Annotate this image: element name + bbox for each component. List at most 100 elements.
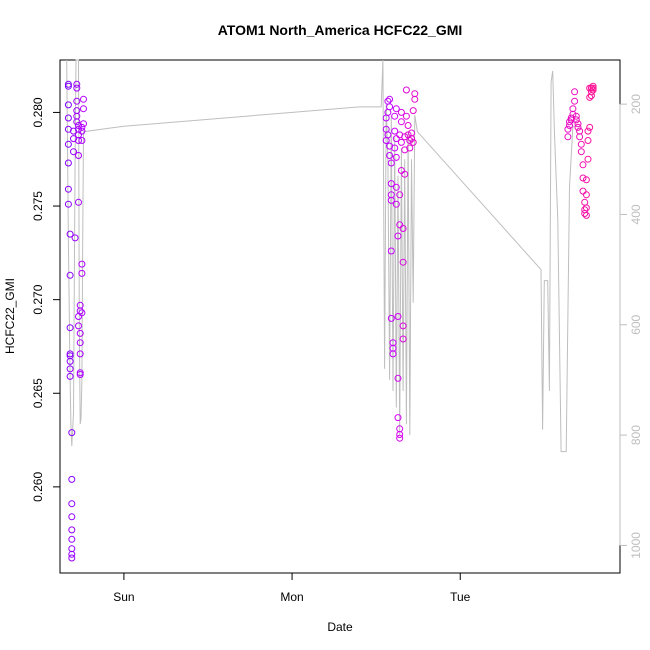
data-point — [66, 350, 74, 358]
data-point — [386, 103, 394, 111]
data-point — [577, 148, 585, 156]
data-point — [75, 313, 82, 320]
data-point — [387, 314, 395, 322]
data-point — [408, 135, 415, 143]
data-point — [584, 137, 592, 144]
data-point — [64, 185, 72, 193]
chart-title: ATOM1 North_America HCFC22_GMI — [218, 22, 463, 38]
data-point — [64, 159, 72, 167]
data-point — [391, 112, 399, 120]
data-point — [392, 183, 400, 191]
data-point — [387, 196, 395, 204]
y2-tick-label: 400 — [629, 204, 643, 224]
data-point — [572, 112, 580, 120]
data-point — [76, 301, 84, 309]
x-tick-label: Sun — [113, 590, 134, 604]
data-point — [574, 120, 582, 128]
data-point — [396, 434, 404, 442]
y2-tick-label: 600 — [629, 314, 643, 334]
data-point — [68, 513, 76, 521]
data-point — [396, 191, 404, 199]
data-point — [64, 140, 72, 148]
data-point — [80, 105, 87, 113]
data-point — [66, 357, 74, 365]
altitude-line-layer — [66, 59, 577, 453]
data-point — [394, 232, 402, 240]
data-point — [576, 127, 584, 135]
data-point — [396, 431, 404, 438]
data-point — [68, 429, 76, 437]
data-point — [68, 550, 76, 558]
data-point — [75, 137, 82, 144]
data-point — [587, 92, 595, 100]
data-point — [75, 198, 82, 206]
data-point — [389, 350, 397, 358]
data-point — [391, 144, 399, 152]
data-point — [66, 271, 74, 279]
data-point — [582, 204, 590, 212]
data-point — [584, 155, 592, 163]
y-axis-left: 0.260 0.265 0.270 0.275 0.280 — [31, 97, 61, 502]
data-point — [75, 152, 82, 159]
data-point — [64, 101, 72, 109]
data-point — [399, 225, 407, 232]
y2-tick-label: 200 — [629, 94, 643, 114]
data-point — [411, 95, 419, 103]
data-point — [78, 137, 86, 144]
data-points-layer — [64, 80, 597, 562]
data-point — [387, 159, 395, 167]
data-point — [68, 500, 76, 508]
y2-tick-label: 800 — [629, 425, 643, 445]
data-point — [73, 80, 81, 88]
data-point — [387, 180, 395, 188]
data-point — [579, 174, 587, 182]
y-tick-label: 0.265 — [31, 378, 45, 408]
data-point — [391, 127, 399, 135]
data-point — [68, 535, 76, 543]
plot-frame — [59, 59, 621, 574]
data-point — [566, 118, 573, 126]
data-point — [80, 95, 87, 103]
data-point — [564, 125, 572, 133]
data-point — [75, 322, 82, 330]
data-point — [584, 127, 592, 135]
data-point — [401, 133, 409, 141]
data-point — [68, 526, 76, 534]
data-point — [64, 114, 72, 122]
data-point — [73, 97, 81, 105]
data-point — [586, 123, 594, 131]
y-tick-label: 0.260 — [31, 472, 45, 502]
data-point — [404, 122, 412, 129]
data-point — [76, 329, 84, 337]
data-point — [402, 112, 410, 120]
data-point — [76, 339, 84, 347]
data-point — [78, 260, 86, 268]
y-axis-label: HCFC22_GMI — [3, 278, 17, 354]
data-point — [64, 200, 72, 208]
data-point — [402, 86, 410, 94]
x-tick-label: Tue — [450, 590, 471, 604]
data-point — [394, 374, 402, 382]
y2-tick-label: 1000 — [629, 532, 643, 559]
data-point — [384, 131, 392, 139]
altitude-line — [66, 59, 577, 453]
data-point — [71, 234, 79, 242]
data-point — [66, 324, 74, 332]
data-point — [78, 123, 86, 131]
data-point — [399, 322, 407, 330]
data-point — [78, 269, 86, 277]
data-point — [392, 105, 400, 113]
data-point — [399, 258, 407, 266]
data-point — [579, 161, 587, 169]
data-point — [409, 107, 417, 115]
data-point — [392, 200, 400, 208]
data-point — [589, 84, 597, 92]
data-point — [68, 475, 76, 483]
data-point — [589, 86, 597, 94]
data-point — [392, 153, 400, 161]
data-point — [582, 191, 590, 199]
data-point — [386, 95, 394, 103]
data-point — [572, 116, 580, 124]
data-point — [406, 137, 414, 144]
data-point — [387, 247, 395, 255]
